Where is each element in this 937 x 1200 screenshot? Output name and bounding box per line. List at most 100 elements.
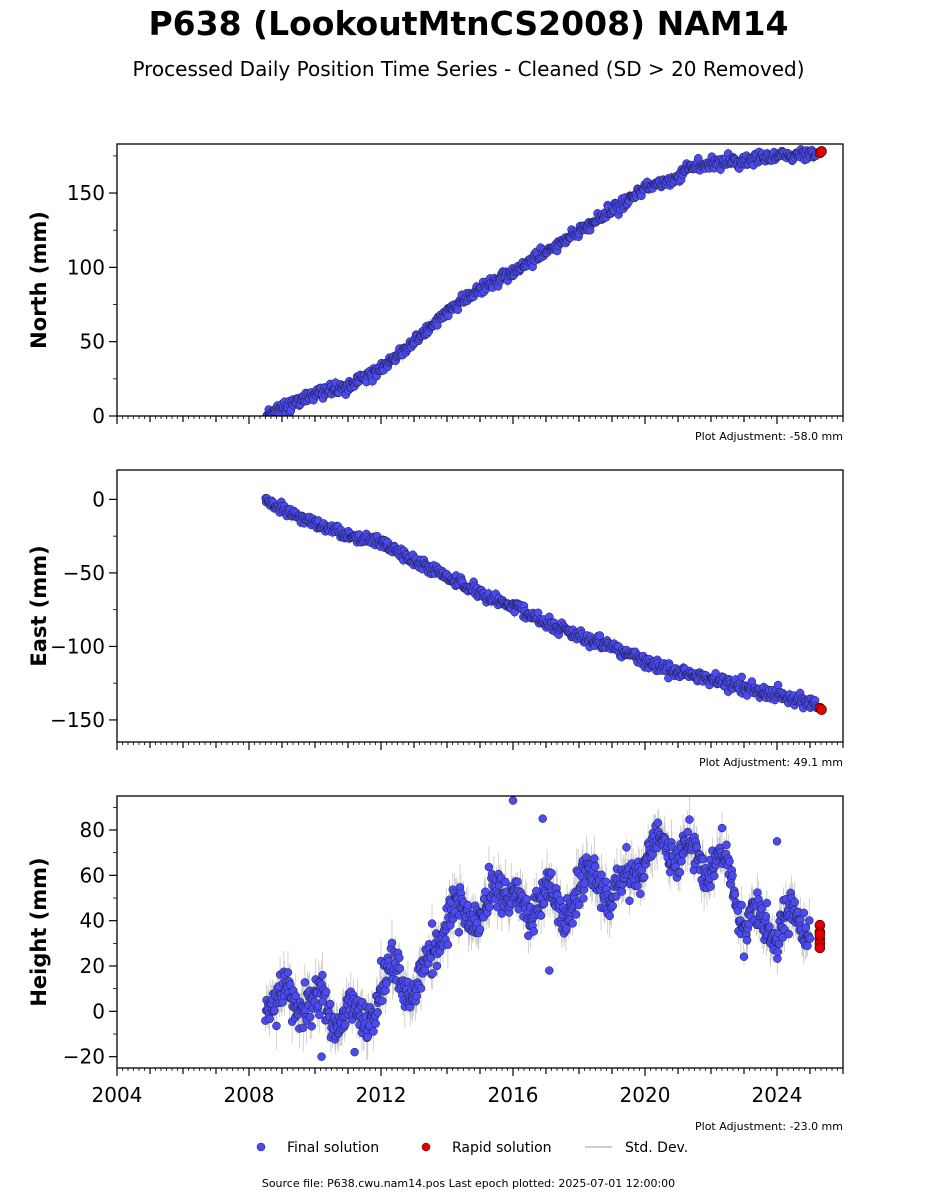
- y-tick-label: −50: [63, 561, 105, 585]
- final-point: [653, 818, 663, 828]
- final-point: [801, 923, 811, 932]
- final-point: [341, 1020, 350, 1029]
- panel-frame: [116, 469, 844, 743]
- final-point: [595, 631, 605, 640]
- final-solution-points: [262, 145, 821, 416]
- final-point: [639, 872, 649, 882]
- panel-2: [109, 469, 844, 750]
- final-point: [633, 881, 642, 891]
- final-point: [283, 968, 293, 977]
- final-point: [590, 862, 600, 871]
- final-point: [675, 868, 685, 877]
- y-tick-label: −100: [50, 634, 105, 658]
- panel-1: [109, 143, 844, 424]
- final-point: [683, 827, 692, 837]
- final-point: [803, 941, 812, 951]
- final-point: [305, 1012, 315, 1022]
- y-tick-label: −150: [50, 708, 105, 732]
- final-point: [710, 871, 719, 881]
- rapid-solution-points: [814, 919, 826, 954]
- final-point: [805, 934, 815, 943]
- final-point: [369, 1027, 378, 1036]
- final-point: [784, 929, 793, 939]
- final-point: [762, 898, 772, 908]
- final-point: [475, 925, 485, 934]
- y-axis-label: East (mm): [27, 545, 51, 666]
- final-point: [536, 911, 546, 920]
- final-point: [608, 901, 617, 911]
- final-point: [382, 979, 391, 988]
- final-point: [580, 879, 589, 888]
- final-point: [706, 882, 715, 891]
- final-point: [742, 936, 752, 945]
- final-point: [773, 947, 783, 957]
- final-point: [579, 894, 588, 903]
- final-point-outlier: [772, 837, 782, 846]
- plot-adjustment-note: Plot Adjustment: 49.1 mm: [699, 756, 843, 769]
- final-point: [685, 815, 694, 824]
- y-tick-label: 100: [67, 255, 105, 279]
- final-point: [381, 986, 390, 995]
- final-point: [321, 987, 331, 997]
- final-point: [737, 672, 746, 682]
- final-point: [730, 890, 740, 899]
- final-point: [717, 823, 727, 833]
- final-point: [562, 924, 571, 933]
- rapid-solution-points: [814, 702, 827, 715]
- final-point: [300, 978, 310, 987]
- final-point: [601, 877, 611, 887]
- final-point: [597, 870, 606, 880]
- final-point: [453, 305, 463, 315]
- y-axis-label: North (mm): [27, 211, 51, 349]
- final-point: [753, 888, 762, 897]
- final-point: [722, 840, 731, 850]
- final-point: [377, 996, 387, 1006]
- panel-3-points: [261, 796, 826, 1061]
- final-point: [325, 999, 335, 1009]
- final-point: [636, 889, 645, 899]
- final-point: [270, 1006, 279, 1015]
- final-point: [373, 1008, 382, 1017]
- final-point-outlier: [545, 966, 554, 975]
- rapid-point: [816, 704, 827, 715]
- final-point: [481, 887, 490, 897]
- final-point-outlier: [317, 1052, 326, 1061]
- final-point: [318, 970, 327, 980]
- final-point: [363, 1032, 372, 1042]
- final-point: [291, 991, 300, 1001]
- final-point: [617, 887, 627, 896]
- final-point: [761, 912, 771, 921]
- chart-title: P638 (LookoutMtnCS2008) NAM14: [148, 4, 789, 43]
- std-dev-bars: [264, 796, 811, 1060]
- final-point: [298, 1023, 308, 1033]
- final-point: [443, 940, 453, 949]
- y-tick-label: 50: [80, 330, 105, 354]
- final-solution-points: [261, 493, 821, 713]
- final-point: [571, 910, 581, 919]
- final-point: [529, 927, 539, 936]
- rapid-solution-points: [814, 146, 827, 159]
- final-point: [773, 680, 783, 690]
- final-point: [547, 868, 556, 878]
- final-point: [395, 964, 405, 973]
- final-point: [539, 899, 549, 908]
- final-point: [420, 965, 430, 975]
- final-point: [485, 902, 494, 912]
- y-tick-label: 0: [92, 404, 105, 428]
- rapid-point: [814, 928, 826, 940]
- final-point: [428, 969, 437, 978]
- rapid-point: [816, 146, 827, 157]
- final-point: [463, 900, 473, 910]
- final-point: [805, 916, 814, 925]
- final-point: [427, 919, 437, 928]
- final-point: [484, 862, 494, 872]
- y-tick-label: 150: [67, 181, 105, 205]
- final-point: [265, 1014, 274, 1024]
- final-point-outlier: [538, 814, 547, 823]
- final-point: [416, 984, 426, 993]
- final-point: [698, 854, 708, 864]
- final-point: [625, 896, 634, 906]
- final-point: [725, 857, 734, 866]
- final-point: [522, 895, 531, 904]
- plot-adjustment-note: Plot Adjustment: -58.0 mm: [695, 430, 843, 443]
